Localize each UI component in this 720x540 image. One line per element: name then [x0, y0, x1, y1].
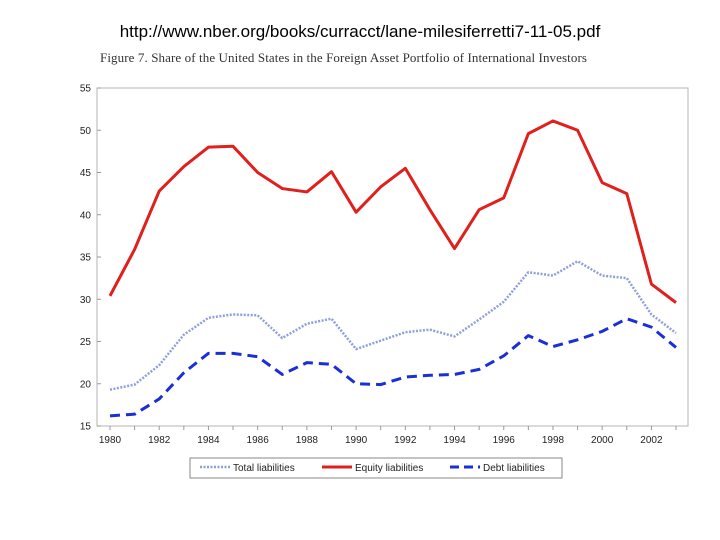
x-tick-label: 2002: [640, 435, 663, 446]
x-tick-label: 1994: [443, 435, 466, 446]
series-line-equity-liabilities: [108, 119, 677, 304]
y-tick-label: 35: [80, 253, 92, 264]
y-axis: 15 20 25 30 35 40 45 50 55: [80, 84, 101, 433]
legend-label: Equity liabilities: [355, 463, 423, 474]
x-tick-label: 1982: [148, 435, 171, 446]
x-tick-label: 1992: [394, 435, 417, 446]
y-tick-label: 15: [80, 422, 92, 433]
x-tick-label: 1984: [197, 435, 220, 446]
figure-title: Figure 7. Share of the United States in …: [100, 50, 588, 65]
y-tick-label: 30: [80, 295, 92, 306]
x-axis: 1980 1982 1984 1986 1988 1990 1992 1994 1996 1998…: [99, 426, 677, 446]
y-tick-label: 50: [80, 126, 92, 137]
legend-label: Total liabilities: [233, 463, 295, 474]
x-tick-label: 1988: [296, 435, 319, 446]
x-tick-label: 1998: [542, 435, 565, 446]
x-tick-label: 1986: [247, 435, 270, 446]
legend-label: Debt liabilities: [483, 463, 545, 474]
x-tick-label: 1990: [345, 435, 368, 446]
y-tick-label: 40: [80, 210, 92, 221]
plot-area-frame: [96, 87, 689, 427]
x-tick-label: 1980: [99, 435, 122, 446]
y-tick-label: 45: [80, 168, 92, 179]
x-tick-label: 1996: [493, 435, 516, 446]
legend-box: [189, 457, 563, 479]
y-tick-label: 20: [80, 379, 92, 390]
series-line-total-liabilities: [109, 259, 677, 391]
source-url: http://www.nber.org/books/curracct/lane-…: [119, 22, 601, 41]
legend: Total liabilities Equity liabilities Debt …: [189, 457, 563, 479]
series-layer: [108, 119, 677, 418]
y-tick-label: 25: [80, 337, 92, 348]
x-tick-label: 2000: [591, 435, 614, 446]
y-tick-label: 55: [80, 84, 92, 95]
series-line-debt-liabilities: [109, 317, 677, 418]
